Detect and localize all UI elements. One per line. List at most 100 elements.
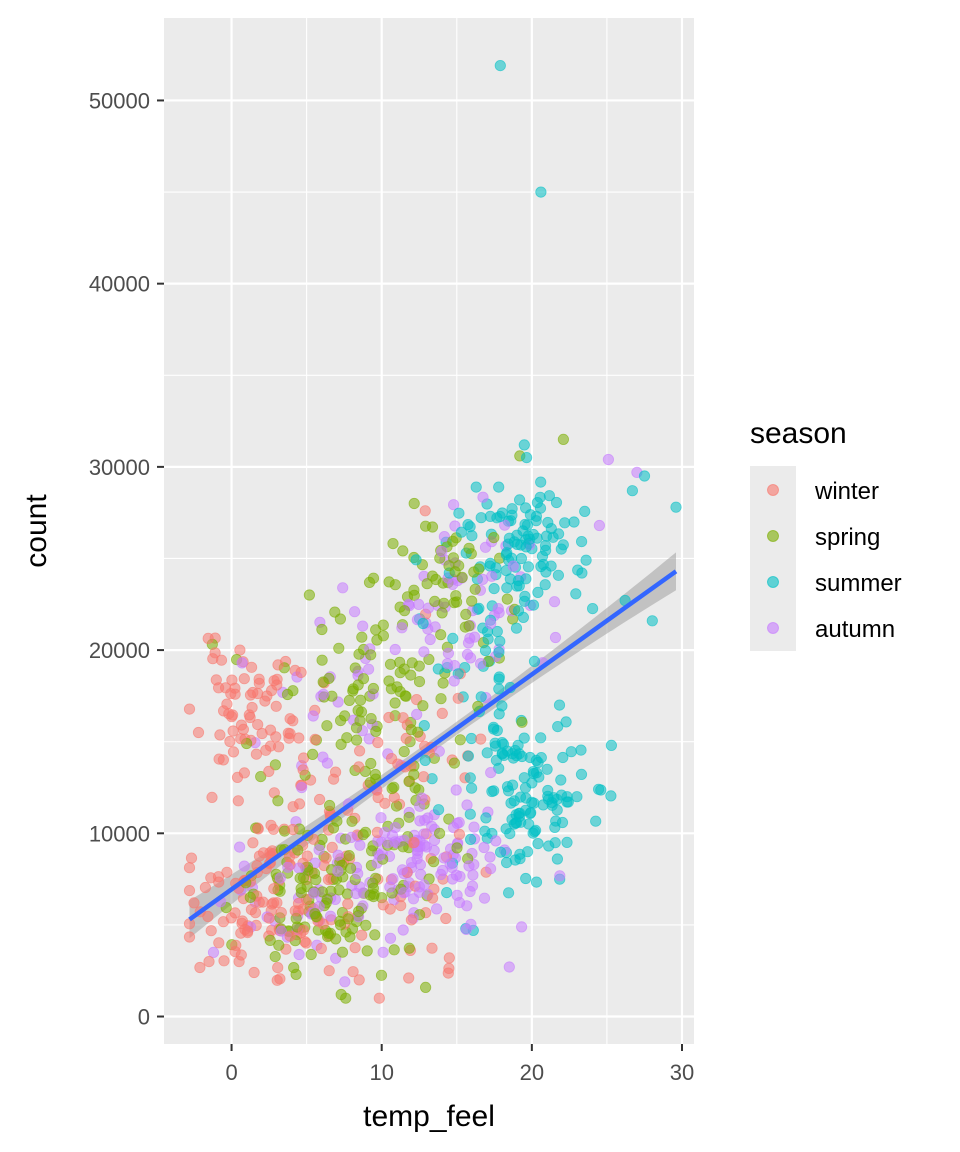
data-point-autumn	[314, 845, 324, 855]
data-point-summer	[511, 623, 521, 633]
data-point-summer	[494, 482, 504, 492]
data-point-spring	[502, 594, 512, 604]
data-point-summer	[482, 748, 492, 758]
data-point-autumn	[378, 947, 388, 957]
data-point-autumn	[479, 893, 489, 903]
data-point-summer	[448, 633, 458, 643]
data-point-winter	[210, 648, 220, 658]
data-point-summer	[591, 816, 601, 826]
data-point-summer	[521, 873, 531, 883]
data-point-spring	[399, 606, 409, 616]
data-point-spring	[371, 726, 381, 736]
data-point-winter	[228, 747, 238, 757]
data-point-winter	[242, 926, 252, 936]
data-point-autumn	[419, 880, 429, 890]
data-point-spring	[437, 608, 447, 618]
x-tick-label: 30	[670, 1060, 694, 1085]
data-point-autumn	[297, 782, 307, 792]
data-point-autumn	[494, 608, 504, 618]
data-point-spring	[366, 650, 376, 660]
data-point-winter	[350, 943, 360, 953]
data-point-summer	[481, 813, 491, 823]
data-point-summer	[552, 854, 562, 864]
data-point-winter	[300, 936, 310, 946]
data-point-winter	[298, 925, 308, 935]
data-point-spring	[451, 597, 461, 607]
data-point-winter	[236, 734, 246, 744]
data-point-winter	[207, 792, 217, 802]
data-point-autumn	[398, 925, 408, 935]
data-point-spring	[436, 694, 446, 704]
data-point-winter	[427, 893, 437, 903]
data-point-summer	[501, 824, 511, 834]
data-point-autumn	[234, 842, 244, 852]
data-point-spring	[395, 668, 405, 678]
data-point-winter	[219, 956, 229, 966]
data-point-autumn	[594, 520, 604, 530]
data-point-spring	[345, 863, 355, 873]
data-point-spring	[335, 614, 345, 624]
data-point-winter	[354, 975, 364, 985]
data-point-spring	[344, 695, 354, 705]
legend-key-autumn	[768, 623, 779, 634]
data-point-summer	[576, 745, 586, 755]
data-point-autumn	[486, 767, 496, 777]
data-point-autumn	[437, 865, 447, 875]
data-point-autumn	[431, 904, 441, 914]
data-point-winter	[420, 506, 430, 516]
data-point-winter	[222, 867, 232, 877]
data-point-winter	[227, 675, 237, 685]
data-point-summer	[553, 570, 563, 580]
data-point-spring	[311, 875, 321, 885]
data-point-spring	[311, 911, 321, 921]
data-point-winter	[321, 853, 331, 863]
data-point-spring	[390, 698, 400, 708]
data-point-winter	[324, 966, 334, 976]
data-point-summer	[544, 841, 554, 851]
data-point-summer	[540, 541, 550, 551]
data-point-spring	[364, 577, 374, 587]
data-point-autumn	[333, 866, 343, 876]
data-point-spring	[464, 543, 474, 553]
data-point-spring	[304, 590, 314, 600]
data-point-autumn	[463, 638, 473, 648]
data-point-summer	[532, 533, 542, 543]
data-point-summer	[485, 561, 495, 571]
data-point-autumn	[603, 454, 613, 464]
data-point-autumn	[351, 888, 361, 898]
data-point-winter	[441, 913, 451, 923]
data-point-spring	[461, 609, 471, 619]
data-point-autumn	[465, 653, 475, 663]
data-point-autumn	[491, 836, 501, 846]
legend: season winterspringsummerautumn	[750, 417, 902, 651]
data-point-summer	[480, 645, 490, 655]
data-point-spring	[351, 723, 361, 733]
data-point-winter	[354, 746, 364, 756]
data-point-spring	[378, 620, 388, 630]
data-point-summer	[671, 502, 681, 512]
data-point-winter	[454, 829, 464, 839]
y-tick-label: 40000	[89, 272, 150, 297]
data-point-winter	[453, 693, 463, 703]
data-point-summer	[494, 672, 504, 682]
data-point-spring	[307, 749, 317, 759]
data-point-autumn	[415, 801, 425, 811]
data-point-winter	[314, 794, 324, 804]
data-point-autumn	[363, 664, 373, 674]
data-point-summer	[420, 755, 430, 765]
data-point-autumn	[383, 838, 393, 848]
data-point-summer	[546, 561, 556, 571]
data-point-autumn	[419, 647, 429, 657]
data-point-winter	[443, 968, 453, 978]
data-point-winter	[184, 919, 194, 929]
data-point-spring	[322, 894, 332, 904]
data-point-autumn	[397, 623, 407, 633]
data-point-winter	[343, 899, 353, 909]
data-point-summer	[520, 591, 530, 601]
data-point-autumn	[486, 619, 496, 629]
y-tick-label: 0	[138, 1005, 150, 1030]
data-point-autumn	[443, 648, 453, 658]
data-point-summer	[512, 530, 522, 540]
data-point-winter	[294, 733, 304, 743]
data-point-winter	[228, 726, 238, 736]
